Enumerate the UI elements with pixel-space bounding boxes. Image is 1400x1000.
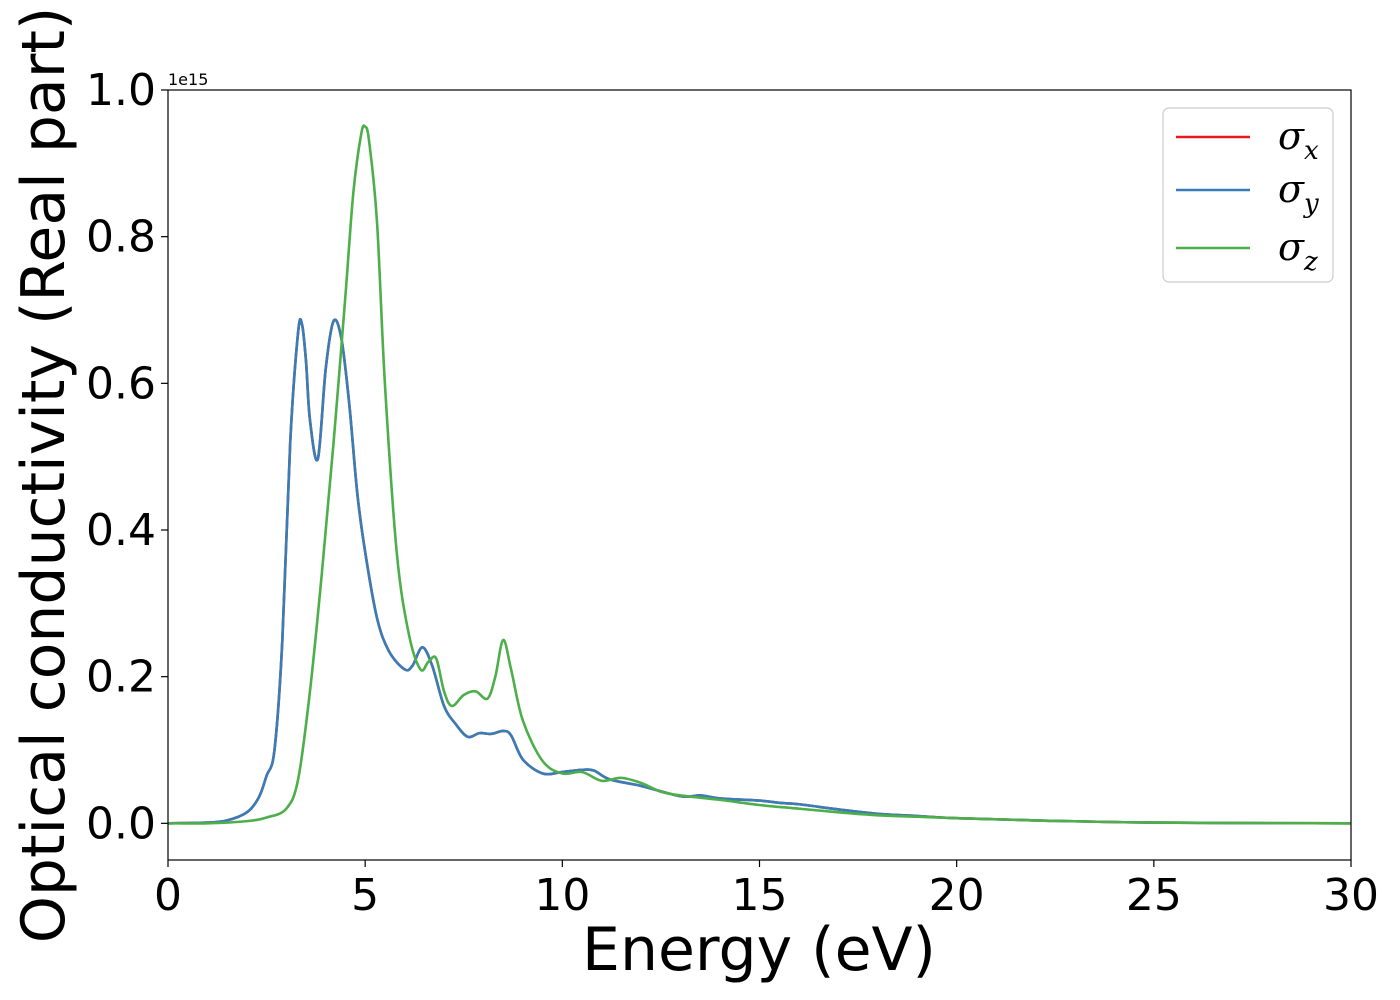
x-tick-label: 15 [732, 870, 788, 921]
series-line-sigma-z [167, 124, 1352, 825]
y-axis-ticks: 0.0 0.2 0.4 0.6 0.8 1.0 [86, 65, 168, 849]
x-tick-label: 30 [1323, 870, 1379, 921]
y-tick-label: 0.2 [86, 652, 156, 703]
series-lines [167, 124, 1352, 825]
x-tick-label: 10 [534, 870, 590, 921]
legend-label-sigma-z: σz [1278, 225, 1318, 277]
y-tick-label: 1.0 [86, 65, 156, 116]
x-axis-ticks: 0 5 10 15 20 25 30 [154, 860, 1379, 921]
y-tick-label: 0.4 [86, 505, 156, 556]
legend-label-sigma-x: σx [1278, 114, 1319, 166]
series-line-sigma-y [167, 317, 1352, 825]
y-tick-label: 0.8 [86, 212, 156, 263]
x-tick-label: 0 [154, 870, 182, 921]
plot-area-background [168, 90, 1351, 860]
legend-frame [1162, 107, 1334, 283]
y-offset-label: 1e15 [168, 70, 208, 89]
x-tick-label: 5 [351, 870, 379, 921]
y-axis-label: Optical conductivity (Real part) [9, 7, 79, 944]
x-tick-label: 20 [929, 870, 985, 921]
y-tick-label: 0.6 [86, 358, 156, 409]
x-axis-label: Energy (eV) [582, 915, 936, 985]
legend-label-sigma-y: σy [1278, 167, 1319, 219]
y-tick-label: 0.0 [86, 798, 156, 849]
x-tick-label: 25 [1126, 870, 1182, 921]
